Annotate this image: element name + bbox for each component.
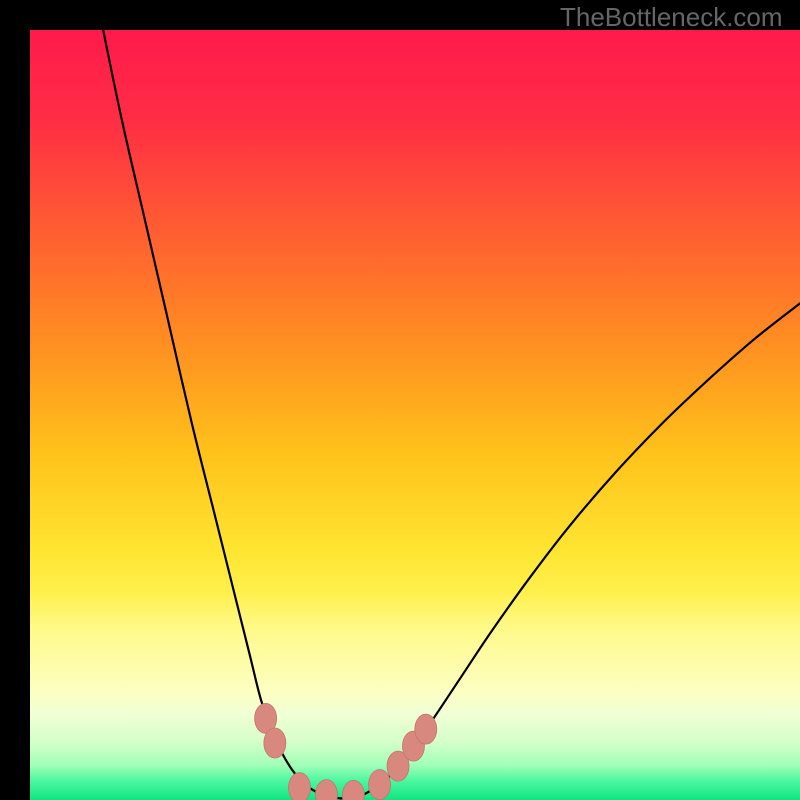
bottleneck-chart xyxy=(30,30,800,800)
gradient-background xyxy=(30,30,800,800)
watermark-text: TheBottleneck.com xyxy=(560,2,783,33)
marker-point xyxy=(415,714,437,744)
marker-point xyxy=(369,770,391,800)
marker-point xyxy=(289,773,311,800)
marker-point xyxy=(264,728,286,758)
